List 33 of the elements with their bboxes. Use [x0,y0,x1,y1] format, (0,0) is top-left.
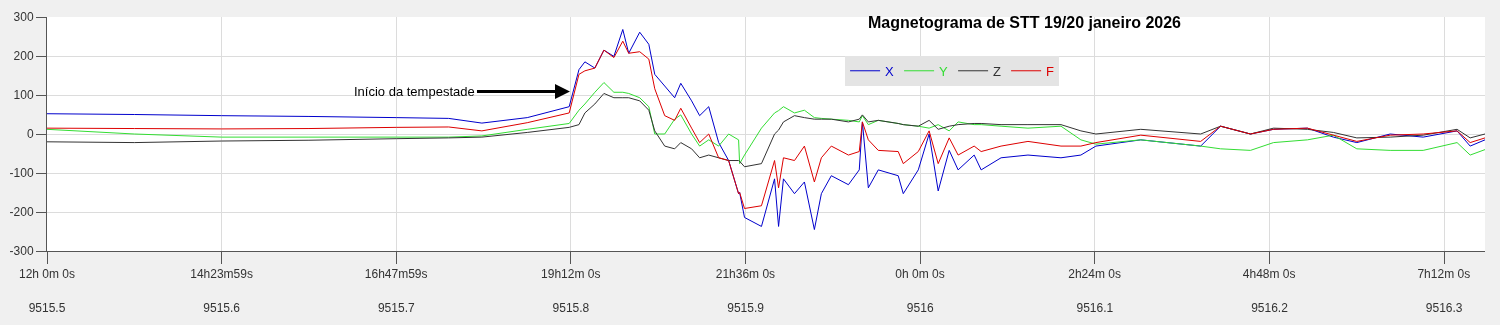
line-series [47,82,1485,165]
y-tick-label: 0 [26,127,34,142]
x-tick-label: 9516.3 [1425,301,1463,316]
x2-tick-label: 2h24m 0s [1068,267,1121,281]
legend-label: F [1046,63,1055,79]
line-series [47,40,1485,209]
x-tick-label: 9515.9 [727,301,765,316]
legend-label: Z [993,63,1002,79]
annotation: Início da tempestade [354,84,475,99]
x2-tick-label: 14h23m59s [190,267,253,281]
x-tick-label: 9515.5 [28,301,66,316]
x2-tick-label: 21h36m 0s [715,267,776,281]
x2-tick-label: 7h12m 0s [1417,267,1471,281]
x2-tick-label: 19h12m 0s [541,267,601,281]
x-tick-label: 9516 [906,301,934,316]
y-tick-label: 100 [13,88,34,103]
x-tick-label: 9516.2 [1251,301,1289,316]
x2-tick-label: 12h 0m 0s [18,267,76,281]
y-tick-label: -200 [9,205,34,220]
chart-title: Magnetograma de STT 19/20 janeiro 2026 [867,14,1182,32]
x-tick-label: 9515.8 [552,301,590,316]
x-tick-label: 9515.6 [203,301,241,316]
legend-label: X [885,63,895,79]
y-tick-label: -100 [9,166,34,181]
x2-tick-label: 4h48m 0s [1242,267,1296,281]
y-tick-label: 300 [13,10,34,25]
y-tick-label: 200 [13,49,34,64]
x-tick-label: 9516.1 [1076,301,1114,316]
y-tick-label: -300 [9,244,34,259]
x-tick-label: 9515.7 [377,301,415,316]
x2-tick-label: 16h47m59s [364,267,428,281]
legend-label: Y [939,63,949,79]
x2-tick-label: 0h 0m 0s [895,267,945,281]
